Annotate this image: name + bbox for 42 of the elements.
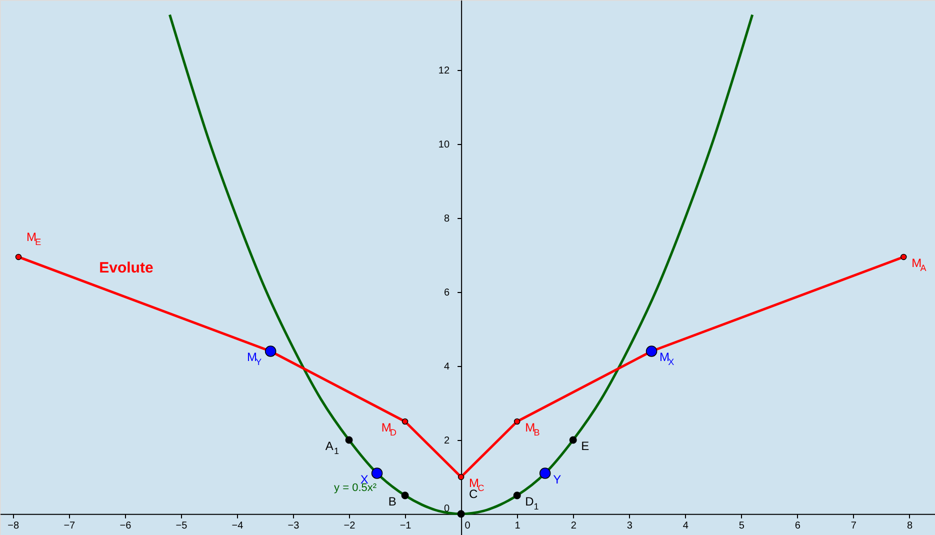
- point: [458, 474, 464, 480]
- x-tick-label: −5: [176, 520, 188, 532]
- y-tick-label: 2: [444, 435, 450, 446]
- x-tick-label: 7: [850, 520, 857, 532]
- y-tick-label: 4: [444, 362, 450, 373]
- point: [371, 468, 383, 479]
- y-tick-label: 12: [438, 66, 450, 77]
- x-tick-label: 2: [570, 520, 577, 532]
- x-tick-label: 5: [738, 520, 745, 532]
- point: [264, 346, 276, 357]
- point: [539, 468, 551, 479]
- point: [513, 492, 521, 500]
- annotation: Y: [553, 472, 562, 486]
- x-tick-label: −4: [232, 520, 244, 532]
- y-tick-label: 6: [444, 288, 450, 299]
- x-tick-label: 4: [682, 520, 689, 532]
- x-tick-label: −7: [64, 520, 76, 532]
- point: [402, 418, 408, 425]
- point: [900, 254, 907, 260]
- point: [15, 254, 22, 260]
- y-tick-label: 0: [444, 503, 450, 514]
- point: [457, 510, 465, 518]
- point: [646, 346, 658, 357]
- point: [401, 492, 409, 500]
- annotation: E: [581, 438, 590, 453]
- x-tick-label: 6: [794, 520, 801, 532]
- y-tick-label: 10: [438, 140, 450, 151]
- x-tick-label: 0: [464, 520, 471, 532]
- x-tick-label: 1: [514, 520, 521, 532]
- x-tick-label: 3: [626, 520, 633, 532]
- x-tick-label: 8: [906, 520, 913, 532]
- x-tick-label: −3: [288, 520, 300, 532]
- x-tick-label: −1: [400, 520, 412, 532]
- point: [514, 418, 520, 425]
- annotation: Evolute: [99, 260, 154, 276]
- point: [345, 436, 353, 444]
- y-tick-label: 8: [444, 214, 450, 225]
- x-tick-label: −6: [120, 520, 132, 532]
- x-tick-label: −2: [344, 520, 356, 532]
- annotation: B: [388, 494, 396, 508]
- point: [569, 436, 577, 444]
- x-tick-label: −8: [8, 520, 20, 532]
